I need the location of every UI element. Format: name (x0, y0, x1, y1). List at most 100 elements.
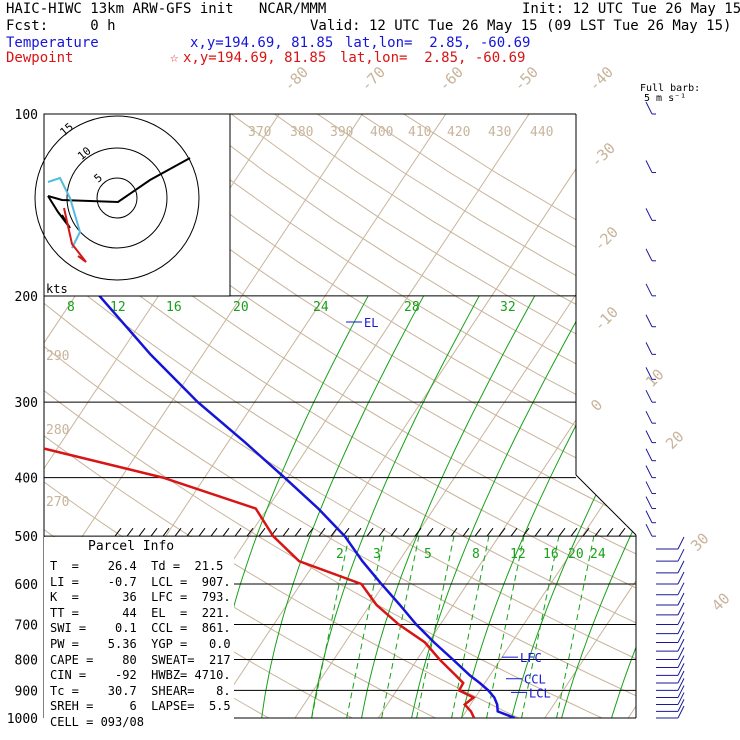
theta-label: 410 (408, 125, 431, 140)
isotherm-label: -80 (280, 63, 312, 95)
hatch-mark (138, 527, 146, 537)
theta-label: 290 (46, 349, 69, 364)
parcel-info-panel: Parcel Info T = 26.4 Td = 21.5 LI = -0.7 … (44, 537, 234, 729)
mixing-ratio-label: 20 (568, 547, 584, 562)
wind-barb-flag (677, 670, 685, 684)
barb-note: Full barb: (640, 83, 701, 94)
temperature-line (44, 114, 516, 718)
hatch-mark (318, 527, 326, 537)
parcel-info-row: CELL = 093/08 (50, 715, 144, 729)
hatch-mark (546, 527, 554, 537)
hatch-mark (258, 527, 266, 537)
dry-adiabat (44, 114, 636, 718)
isotherm-label: -10 (590, 303, 622, 335)
parcel-info-row: PW = 5.36 YGP = 0.0 (50, 637, 231, 651)
parcel-info-row: T = 26.4 Td = 21.5 (50, 559, 224, 573)
wind-barb-flag (677, 678, 685, 691)
hatch-mark (246, 527, 254, 537)
isotherm-line (627, 114, 636, 718)
isotherm-label: -20 (590, 223, 622, 255)
isotherm-line (544, 114, 636, 718)
pressure-tick-label: 700 (15, 618, 38, 633)
isotherm-line (44, 114, 363, 718)
theta-label: 380 (290, 125, 313, 140)
pressure-tick-label: 400 (15, 472, 38, 487)
hatch-mark (618, 527, 626, 537)
wind-barb-flag (677, 560, 685, 574)
mixing-ratio-label: 8 (472, 547, 480, 562)
mixing-ratio-label: 16 (543, 547, 559, 562)
isotherm-label: -70 (357, 63, 389, 95)
pressure-tick-label: 800 (15, 653, 38, 668)
hatch-mark (294, 527, 302, 537)
wind-barb-flag (677, 571, 685, 585)
dry-adiabat (44, 114, 636, 718)
pressure-tick-label: 600 (15, 578, 38, 593)
wind-barb-flag (645, 314, 653, 327)
isotherm-label: 20 (662, 427, 688, 453)
wind-barb-flag (677, 638, 685, 652)
wind-barb-flag (677, 705, 685, 719)
hodograph-layer (47, 176, 82, 249)
hatch-mark (174, 527, 182, 537)
moist-adiabat (461, 295, 636, 718)
wind-barb-flag (677, 582, 685, 595)
dry-adiabat (187, 114, 636, 718)
wind-barb-flag (645, 367, 653, 380)
moist-label: 20 (233, 300, 249, 315)
pressure-tick-label: 300 (15, 396, 38, 411)
mixing-ratio-line (346, 536, 385, 718)
isotherm-label: 40 (708, 589, 734, 615)
dewpoint-line (44, 114, 476, 718)
hatch-mark (150, 527, 158, 537)
hatch-mark (402, 527, 410, 537)
hatch-mark (162, 527, 170, 537)
level-label-ccl: CCL (524, 673, 546, 687)
wind-barb-flag (645, 481, 653, 494)
mixing-ratio-label: 12 (510, 547, 526, 562)
isotherm-label: -60 (435, 63, 467, 95)
pressure-tick-label: 100 (15, 108, 38, 123)
temp-xy: x,y=194.69, 81.85 (190, 35, 334, 51)
wind-barb-flag (645, 342, 653, 355)
parcel-info-row: LI = -0.7 LCL = 907. (50, 574, 231, 589)
parcel-info-row: CIN = -92 HWBZ= 4710. (50, 668, 231, 683)
wind-barb-flag (677, 602, 685, 616)
legend-temperature: Temperature (6, 35, 99, 51)
wind-barb-flag (677, 548, 685, 562)
parcel-info-row: CAPE = 80 SWEAT= 217 (50, 652, 231, 667)
hodograph-ring (34, 115, 200, 281)
hatch-mark (606, 527, 614, 537)
mixing-ratio-label: 2 (336, 547, 344, 562)
hatch-mark (222, 527, 230, 537)
theta-label: 390 (330, 125, 353, 140)
dry-adiabat (44, 114, 636, 718)
theta-label: 420 (447, 125, 470, 140)
sounding-series (44, 114, 516, 718)
isotherm-label: -40 (585, 63, 617, 95)
wind-barb-flag (645, 248, 653, 262)
isotherm-label: -30 (587, 139, 619, 171)
wind-barb-flag (645, 448, 653, 461)
dry-adiabat (44, 114, 636, 718)
hatch-mark (186, 527, 194, 537)
dry-adiabat (317, 114, 636, 718)
wind-barb-flag (645, 160, 653, 173)
hatch-mark (498, 527, 506, 537)
wind-barb-flag (645, 101, 653, 115)
hatch-mark (354, 527, 362, 537)
dry-adiabat (101, 114, 636, 718)
star-icon: ☆ (170, 50, 179, 66)
wind-barb-flag (677, 685, 685, 698)
wind-barb-flag (677, 621, 685, 634)
hodograph-surface (63, 207, 87, 263)
hatch-mark (462, 527, 470, 537)
wind-barb-flag (677, 592, 685, 606)
hodograph-ring (66, 147, 168, 249)
dry-adiabat (44, 114, 636, 718)
hatch-mark (570, 527, 578, 537)
cutoff-edge (575, 474, 637, 536)
parcel-info-row: Tc = 30.7 SHEAR= 8. (50, 683, 231, 698)
barb-unit: 5 m s⁻¹ (644, 93, 687, 104)
mixing-ratio-line (311, 536, 350, 718)
